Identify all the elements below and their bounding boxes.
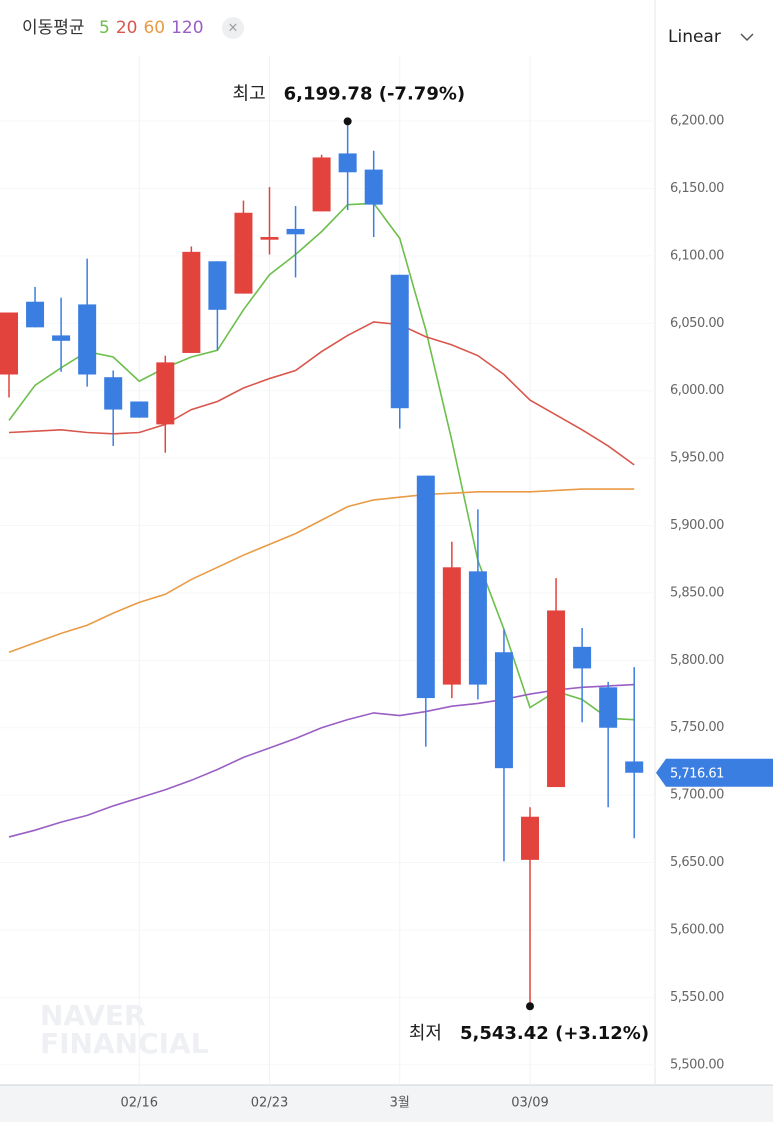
candle-body	[286, 228, 305, 235]
high-marker	[343, 117, 352, 126]
candle-body	[468, 571, 487, 685]
ma-line	[8, 683, 635, 838]
legend-entry: 60	[143, 18, 165, 38]
y-tick-label: 5,900.00	[670, 518, 724, 533]
y-tick-label: 6,000.00	[670, 383, 724, 398]
candle-body	[0, 312, 18, 375]
price-tag-label: 5,716.61	[670, 766, 724, 781]
candle-body	[260, 237, 279, 240]
candle-body	[182, 251, 201, 353]
candle-body	[416, 475, 435, 699]
candle-body	[338, 153, 357, 173]
y-tick-label: 5,850.00	[670, 585, 724, 600]
y-tick-label: 6,050.00	[670, 316, 724, 331]
candle-body	[208, 261, 227, 310]
ma-line	[8, 202, 635, 721]
low-label: 최저	[409, 1023, 442, 1044]
y-tick-label: 5,800.00	[670, 653, 724, 668]
y-tick-label: 6,100.00	[670, 248, 724, 263]
candle-body	[521, 816, 539, 860]
high-text: 6,199.78 (-7.79%)	[284, 83, 465, 104]
candle-body	[625, 761, 644, 773]
candle-body	[599, 687, 618, 728]
legend-title: 이동평균	[22, 18, 85, 38]
legend-entry: 20	[116, 18, 138, 38]
candle-body	[26, 301, 45, 328]
candle-body	[494, 652, 513, 769]
candle-body	[52, 335, 71, 341]
candle-body	[573, 646, 592, 669]
candle-body	[104, 377, 123, 410]
y-tick-label: 6,150.00	[670, 181, 724, 196]
legend-close[interactable]	[222, 17, 244, 39]
x-tick-label: 03/09	[511, 1096, 548, 1111]
ma-line	[8, 321, 635, 466]
watermark: NAVER	[40, 999, 146, 1032]
low-marker	[526, 1002, 534, 1011]
watermark: FINANCIAL	[40, 1027, 209, 1060]
y-tick-label: 5,700.00	[670, 788, 724, 803]
dropdown-chevron[interactable]	[740, 33, 754, 42]
x-tick-label: 02/23	[251, 1096, 288, 1111]
x-axis-band	[0, 1085, 773, 1122]
candle-body	[364, 169, 383, 205]
candle-body	[234, 212, 253, 294]
x-tick-label: 3월	[390, 1096, 410, 1111]
x-tick-label: 02/16	[121, 1096, 158, 1111]
y-tick-label: 6,200.00	[670, 114, 724, 129]
candle-body	[156, 362, 175, 425]
candle-body	[547, 610, 566, 788]
candle-body	[442, 567, 461, 685]
high-label: 최고	[233, 83, 266, 104]
ma-line	[8, 488, 635, 653]
close-icon[interactable]: ×	[228, 21, 239, 36]
scale-selector[interactable]: Linear	[668, 27, 721, 47]
candle-body	[130, 401, 149, 418]
candle-body	[312, 157, 331, 212]
y-tick-label: 5,550.00	[670, 990, 724, 1005]
y-tick-label: 5,600.00	[670, 922, 724, 937]
y-tick-label: 5,750.00	[670, 720, 724, 735]
y-tick-label: 5,650.00	[670, 855, 724, 870]
y-tick-label: 5,950.00	[670, 451, 724, 466]
candle-body	[78, 304, 97, 375]
legend-entry: 120	[171, 18, 203, 38]
y-tick-label: 5,500.00	[670, 1057, 724, 1072]
price-tag	[656, 758, 773, 787]
low-text: 5,543.42 (+3.12%)	[460, 1023, 649, 1044]
candle-body	[390, 274, 409, 409]
legend-entry: 5	[99, 18, 110, 38]
